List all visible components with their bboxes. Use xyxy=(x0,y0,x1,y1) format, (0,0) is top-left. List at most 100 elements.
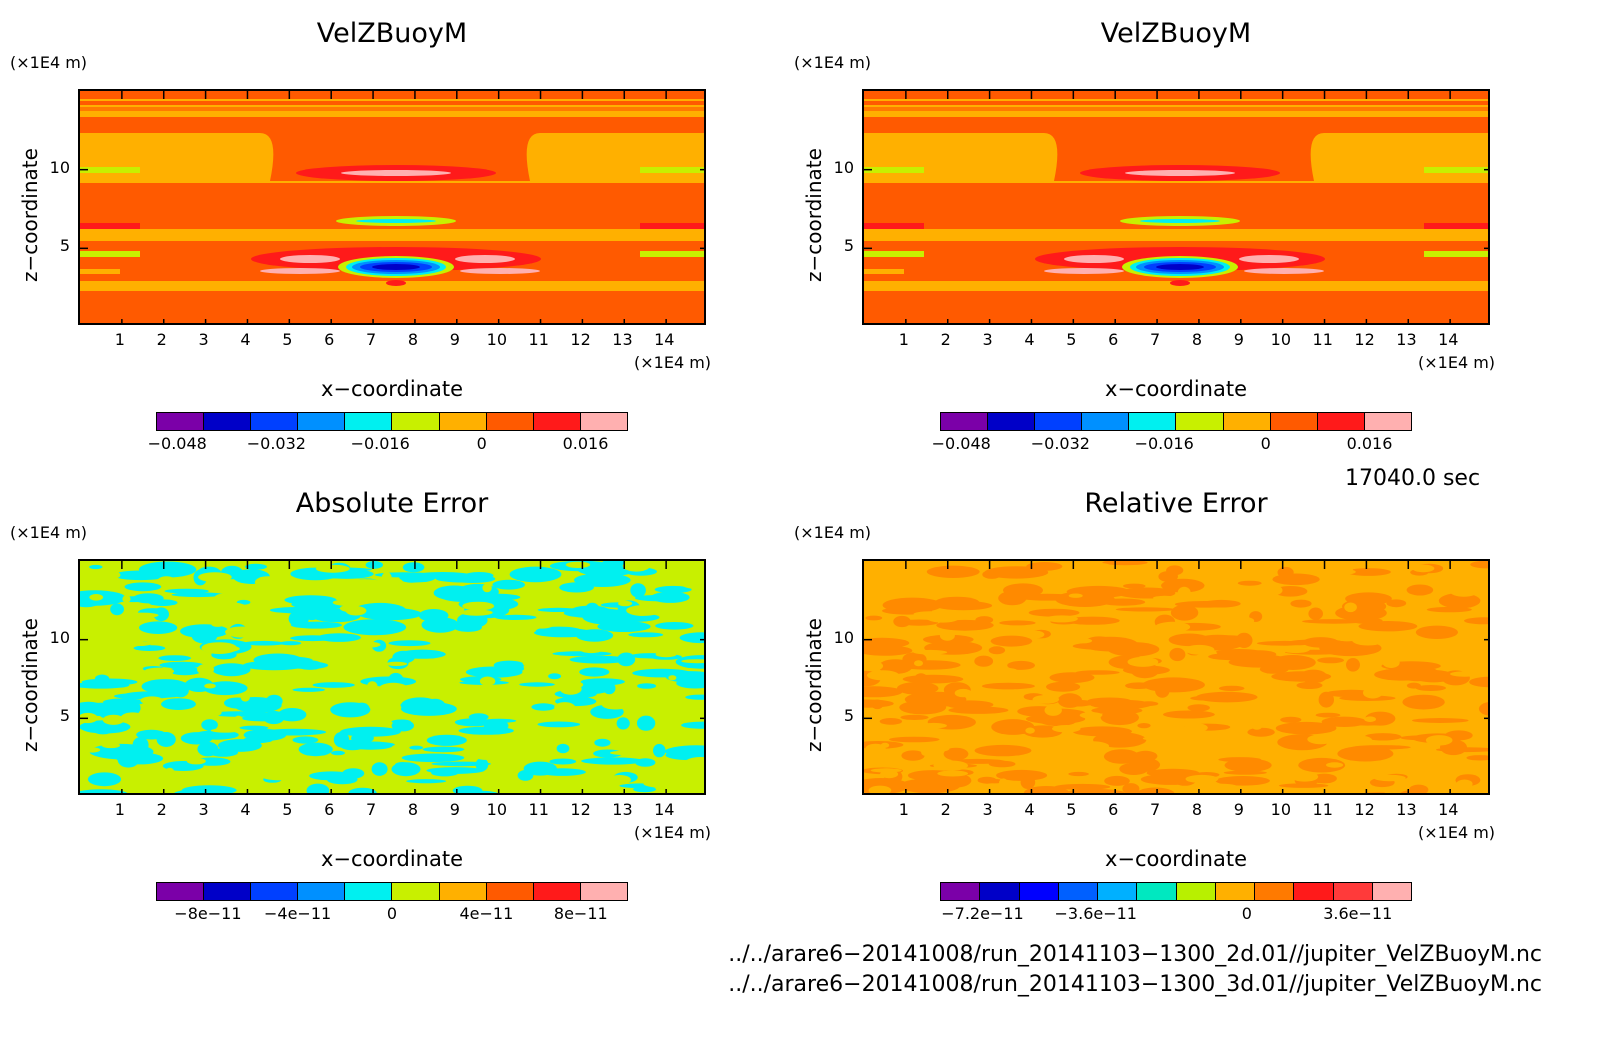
field-region xyxy=(260,268,340,274)
field-blob xyxy=(198,572,232,582)
field-blob xyxy=(279,641,302,646)
field-blob xyxy=(1438,593,1481,609)
field-blob xyxy=(139,621,178,634)
field-blob xyxy=(1346,568,1391,576)
field-blob xyxy=(80,712,98,724)
field-region xyxy=(1064,255,1124,263)
x-tick-label: 4 xyxy=(240,330,251,349)
field-blob xyxy=(422,726,435,735)
field-blob xyxy=(88,649,101,659)
colorbar-swatch xyxy=(392,883,440,900)
field-blob xyxy=(981,682,1035,690)
field-blob xyxy=(84,747,101,753)
field-blob xyxy=(664,745,704,758)
field-blob xyxy=(899,700,947,715)
field-blob xyxy=(1406,584,1434,596)
colorbar xyxy=(940,882,1412,901)
field-blob xyxy=(980,788,1004,793)
field-region xyxy=(356,219,436,223)
colorbar-label: −4e−11 xyxy=(263,904,332,923)
field-blob xyxy=(1470,561,1488,569)
field-blob xyxy=(1323,568,1356,576)
y-unit-label: (×1E4 m) xyxy=(794,53,872,72)
field-blob xyxy=(1237,580,1262,586)
field-blob xyxy=(312,682,355,688)
field-blob xyxy=(1201,599,1241,608)
field-blob xyxy=(1339,695,1396,701)
field-blob xyxy=(921,747,930,756)
field-blob xyxy=(937,770,969,777)
field-blob xyxy=(157,576,176,587)
field-blob xyxy=(509,566,562,583)
field-blob xyxy=(1335,605,1387,621)
field-blob xyxy=(556,743,570,754)
field-blob xyxy=(86,613,112,626)
colorbar-swatch xyxy=(298,413,346,430)
field-blob xyxy=(566,681,584,688)
x-tick-label: 1 xyxy=(898,330,909,349)
field-blob xyxy=(680,577,704,589)
field-blob xyxy=(1346,658,1360,672)
field-blob xyxy=(1060,794,1079,795)
x-tick-label: 12 xyxy=(1354,800,1375,819)
x-tick-label: 5 xyxy=(1066,800,1077,819)
y-tick-label: 10 xyxy=(833,157,854,177)
field-region xyxy=(864,269,904,274)
field-blob xyxy=(1466,755,1488,761)
field-blob xyxy=(1456,779,1473,789)
field-blob xyxy=(1272,713,1283,717)
colorbar-swatch xyxy=(251,883,299,900)
field-blob xyxy=(388,587,424,594)
field-blob xyxy=(552,651,612,657)
field-blob xyxy=(1256,640,1313,646)
colorbar-swatch xyxy=(1082,413,1130,430)
field-blob xyxy=(1142,677,1205,693)
field-blob xyxy=(197,741,219,757)
field-blob xyxy=(685,694,704,700)
x-tick-label: 9 xyxy=(1233,330,1244,349)
field-blob xyxy=(110,603,124,616)
field-blob xyxy=(632,668,692,678)
y-axis-label: z−coordinate xyxy=(18,618,42,752)
y-tick-label: 5 xyxy=(843,236,854,256)
x-unit-label: (×1E4 m) xyxy=(634,823,712,842)
field-blob xyxy=(618,600,633,607)
field-blob xyxy=(934,601,993,611)
field-blob xyxy=(515,728,539,734)
colorbar-swatch xyxy=(941,883,981,900)
field-blob xyxy=(1054,783,1111,790)
x-tick-label: 11 xyxy=(1312,330,1333,349)
x-tick-label: 14 xyxy=(654,800,675,819)
field-blob xyxy=(954,688,972,698)
field-blob xyxy=(140,696,164,705)
field-blob xyxy=(479,676,496,686)
colorbar-swatch xyxy=(580,883,627,900)
field-blob xyxy=(1399,670,1436,682)
field-blob xyxy=(943,747,969,761)
field-blob xyxy=(233,715,244,727)
field-region xyxy=(1244,268,1324,274)
field-blob xyxy=(353,702,370,716)
field-blob xyxy=(626,605,661,616)
field-blob xyxy=(136,729,167,740)
colorbar-swatch xyxy=(486,883,534,900)
colorbar-swatch xyxy=(1294,883,1334,900)
x-axis-label: x−coordinate xyxy=(320,377,464,401)
colorbar-swatch xyxy=(157,413,205,430)
field-blob xyxy=(889,736,940,743)
field-blob xyxy=(431,769,459,777)
field-blob xyxy=(1168,633,1211,647)
field-blob xyxy=(655,622,694,630)
field-blob xyxy=(1281,645,1311,654)
field-blob xyxy=(1075,670,1120,675)
file-path-2: ../../arare6−20141008/run_20141103−1300_… xyxy=(728,972,1542,997)
field-blob xyxy=(581,757,645,765)
field-band xyxy=(80,117,704,133)
field-blob xyxy=(523,761,557,776)
field-blob xyxy=(138,561,197,578)
x-tick-label: 12 xyxy=(1354,330,1375,349)
field-blob xyxy=(633,786,657,793)
field-blob xyxy=(292,736,319,744)
field-blob xyxy=(254,576,282,589)
field-blob xyxy=(216,645,240,652)
